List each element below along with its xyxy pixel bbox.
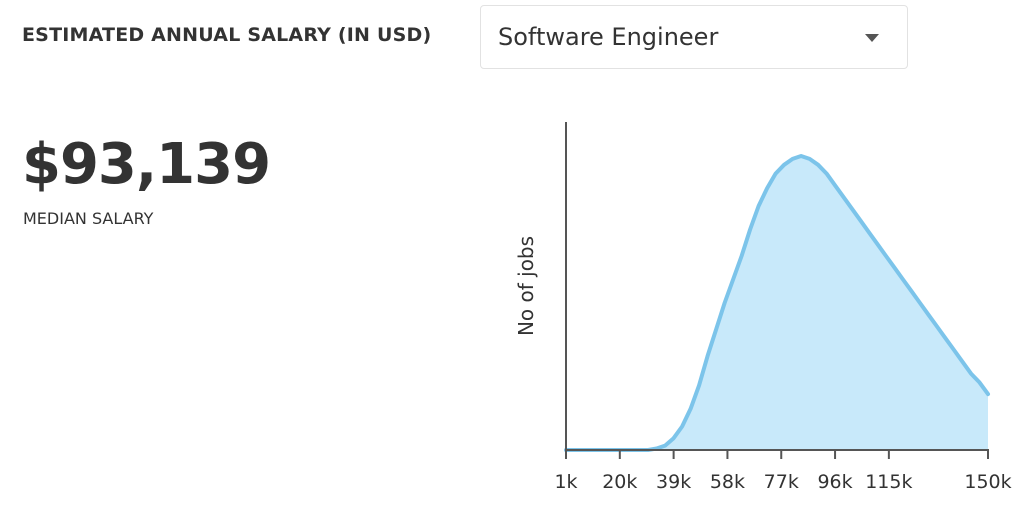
x-tick-label: 96k (817, 471, 852, 493)
selected-job-title: Software Engineer (498, 23, 719, 51)
job-title-dropdown[interactable]: Software Engineer (480, 5, 908, 69)
chevron-down-icon (865, 34, 879, 42)
x-tick-label: 39k (656, 471, 691, 493)
median-salary-value: $93,139 (22, 132, 271, 197)
x-tick-label: 77k (764, 471, 799, 493)
distribution-area (566, 156, 988, 450)
x-tick-label: 58k (710, 471, 745, 493)
y-axis-label: No of jobs (514, 236, 538, 336)
salary-section-title: ESTIMATED ANNUAL SALARY (IN USD) (22, 24, 432, 46)
distribution-line (564, 154, 990, 452)
median-salary-label: MEDIAN SALARY (23, 209, 154, 228)
x-tick-label: 115k (865, 471, 912, 493)
x-tick-label: 1k (554, 471, 577, 493)
x-tick-label: 150k (964, 471, 1011, 493)
x-tick-label: 20k (602, 471, 637, 493)
